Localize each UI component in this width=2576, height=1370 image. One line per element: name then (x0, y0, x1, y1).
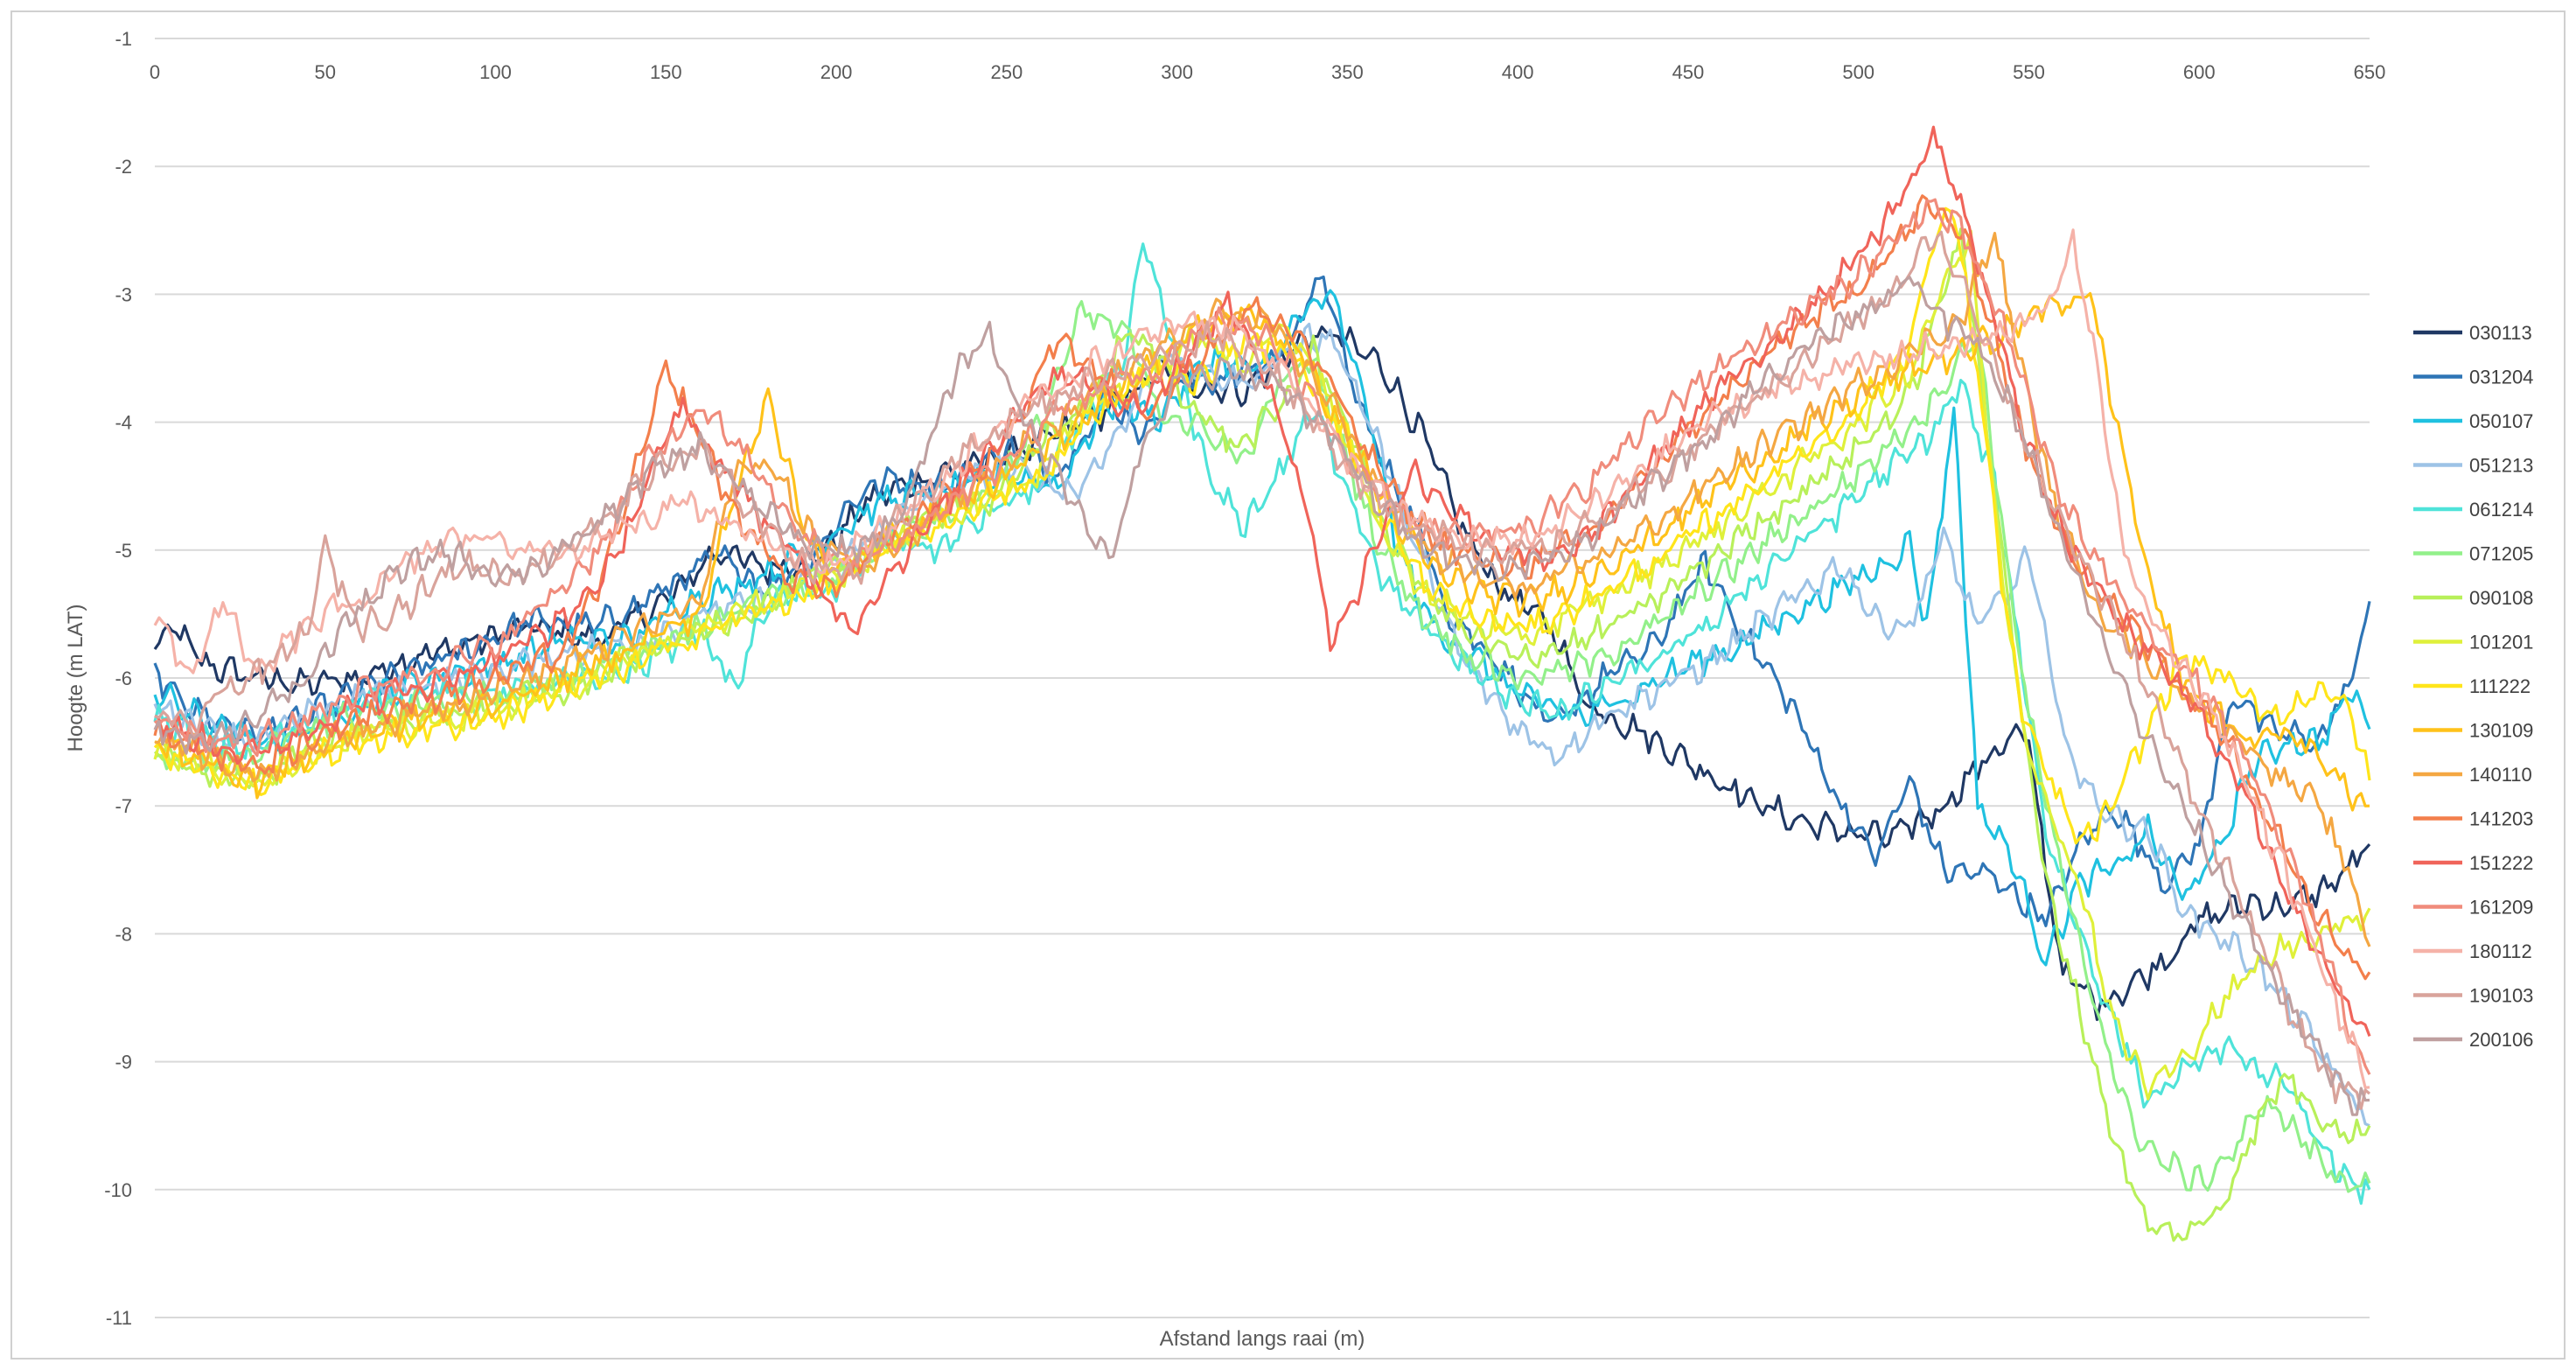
x-tick-label: 600 (2183, 61, 2216, 83)
x-tick-label: 50 (315, 61, 336, 83)
x-tick-label: 400 (1502, 61, 1534, 83)
y-tick-label: -11 (106, 1307, 132, 1329)
x-tick-label: 650 (2354, 61, 2386, 83)
y-tick-label: -10 (104, 1179, 132, 1201)
legend-label-031204: 031204 (2469, 367, 2533, 388)
legend-label-141203: 141203 (2469, 808, 2533, 830)
y-tick-label: -2 (115, 156, 132, 178)
legend-label-090108: 090108 (2469, 587, 2533, 609)
legend-label-050107: 050107 (2469, 410, 2533, 432)
x-tick-label: 200 (820, 61, 853, 83)
x-tick-label: 0 (150, 61, 160, 83)
x-tick-label: 350 (1331, 61, 1364, 83)
x-tick-label: 100 (479, 61, 512, 83)
series-line-161209 (153, 198, 2371, 1075)
series-line-141203 (153, 194, 2371, 981)
legend-label-140110: 140110 (2469, 764, 2532, 786)
legend-label-101201: 101201 (2469, 632, 2533, 654)
series-line-050107 (153, 289, 2371, 967)
series-lines (153, 125, 2371, 1242)
y-tick-label: -7 (115, 795, 132, 817)
legend-label-151222: 151222 (2469, 852, 2533, 874)
x-tick-label: 250 (990, 61, 1023, 83)
series-line-061214 (153, 242, 2371, 1206)
series-line-071205 (154, 300, 2371, 1193)
series-line-140110 (154, 232, 2371, 947)
series-line-200106 (153, 276, 2370, 1116)
legend-label-130109: 130109 (2469, 720, 2533, 742)
y-tick-labels: -1 -2 -3 -4 -5 -6 -7 -8 -9 -10 -11 (104, 28, 132, 1329)
legend-label-190103: 190103 (2469, 985, 2533, 1007)
chart-area: 0 50 100 150 200 250 300 350 400 450 500 550 600 650 … (10, 10, 2566, 1360)
x-tick-label: 500 (1842, 61, 1874, 83)
x-tick-label: 300 (1161, 61, 1193, 83)
legend-label-200106: 200106 (2469, 1029, 2533, 1051)
legend-label-111222: 111222 (2469, 675, 2531, 697)
legend-label-051213: 051213 (2469, 455, 2533, 477)
series-line-051213 (153, 322, 2370, 1128)
legend: 030113 031204 050107 051213 061214 071205 0901… (2413, 322, 2533, 1051)
series-line-151222 (154, 125, 2371, 1037)
y-tick-label: -6 (115, 668, 132, 689)
legend-label-030113: 030113 (2469, 322, 2532, 344)
y-tick-label: -9 (115, 1052, 132, 1073)
legend-label-061214: 061214 (2469, 499, 2533, 521)
x-tick-label: 550 (2013, 61, 2045, 83)
y-tick-label: -4 (115, 412, 132, 434)
x-tick-label: 150 (650, 61, 682, 83)
y-tick-label: -5 (115, 540, 132, 562)
y-tick-label: -1 (115, 28, 132, 50)
gridlines (155, 38, 2370, 1318)
x-tick-labels: 0 50 100 150 200 250 300 350 400 450 500 550 600 650 (150, 61, 2385, 83)
y-tick-label: -3 (115, 283, 132, 305)
y-axis-title: Hoogte (m LAT) (64, 605, 87, 752)
y-tick-label: -8 (115, 923, 132, 945)
legend-label-180112: 180112 (2469, 940, 2532, 962)
x-tick-label: 450 (1672, 61, 1705, 83)
legend-label-161209: 161209 (2469, 897, 2533, 919)
legend-label-071205: 071205 (2469, 543, 2533, 565)
x-axis-title: Afstand langs raai (m) (1160, 1327, 1365, 1351)
line-chart: 0 50 100 150 200 250 300 350 400 450 500 550 600 650 … (64, 28, 2533, 1351)
